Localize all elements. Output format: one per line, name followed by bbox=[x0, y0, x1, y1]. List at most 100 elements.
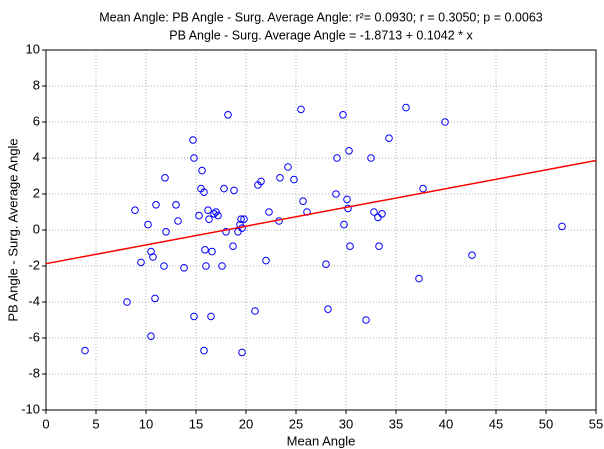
y-tick-label: 4 bbox=[33, 149, 40, 164]
point bbox=[237, 215, 245, 223]
point bbox=[220, 184, 228, 193]
point bbox=[147, 332, 155, 341]
point bbox=[370, 208, 378, 216]
point bbox=[362, 316, 370, 324]
point bbox=[345, 147, 353, 155]
point bbox=[162, 228, 170, 236]
x-tick-label: 0 bbox=[42, 416, 49, 431]
point bbox=[374, 213, 382, 222]
point bbox=[240, 215, 248, 223]
point bbox=[402, 103, 410, 112]
x-tick-label: 55 bbox=[589, 416, 603, 431]
point bbox=[297, 105, 305, 114]
point bbox=[207, 312, 215, 321]
y-axis-label: PB Angle - Surg. Average Angle bbox=[5, 138, 20, 321]
point bbox=[190, 154, 198, 162]
x-tick-label: 15 bbox=[189, 416, 203, 431]
y-tick-label: -4 bbox=[28, 293, 40, 308]
point bbox=[195, 211, 203, 220]
y-tick-label: -6 bbox=[28, 329, 40, 344]
x-tick-label: 35 bbox=[389, 416, 403, 431]
point bbox=[137, 258, 145, 267]
x-axis-label: Mean Angle bbox=[287, 433, 356, 448]
point bbox=[468, 251, 476, 259]
y-tick-label: -2 bbox=[28, 257, 40, 272]
point bbox=[200, 346, 208, 355]
point bbox=[419, 184, 427, 193]
point bbox=[339, 111, 347, 119]
point bbox=[81, 346, 89, 355]
point bbox=[230, 186, 238, 195]
plot-frame bbox=[45, 49, 597, 411]
point bbox=[441, 118, 449, 126]
x-tick-label: 20 bbox=[239, 416, 253, 431]
point bbox=[290, 175, 298, 184]
point bbox=[324, 305, 332, 314]
point bbox=[149, 253, 157, 261]
point bbox=[257, 177, 265, 186]
x-tick-label: 10 bbox=[139, 416, 153, 431]
point bbox=[180, 264, 188, 272]
point bbox=[204, 206, 212, 214]
point bbox=[378, 210, 386, 218]
point bbox=[144, 220, 152, 229]
point bbox=[558, 222, 566, 231]
point bbox=[238, 348, 246, 357]
y-tick-label: -8 bbox=[28, 365, 40, 380]
point bbox=[415, 274, 423, 283]
point bbox=[234, 228, 242, 236]
point bbox=[322, 260, 330, 269]
y-tick-label: 0 bbox=[33, 221, 40, 236]
point bbox=[343, 195, 351, 204]
point bbox=[160, 262, 168, 270]
point bbox=[367, 154, 375, 162]
point bbox=[174, 217, 182, 225]
point bbox=[131, 206, 139, 214]
point bbox=[210, 210, 218, 218]
point bbox=[332, 190, 340, 198]
point bbox=[190, 312, 198, 321]
y-tick-label: 8 bbox=[33, 77, 40, 92]
chart-title: Mean Angle: PB Angle - Surg. Average Ang… bbox=[99, 10, 543, 24]
point bbox=[284, 163, 292, 171]
point bbox=[202, 262, 210, 270]
point bbox=[161, 174, 169, 182]
point bbox=[251, 307, 259, 315]
point bbox=[147, 247, 155, 256]
x-tick-label: 40 bbox=[439, 416, 453, 431]
point bbox=[201, 246, 209, 254]
point bbox=[200, 188, 208, 196]
point bbox=[224, 111, 232, 119]
point bbox=[205, 215, 213, 223]
y-tick-label: 10 bbox=[26, 41, 40, 56]
point bbox=[189, 136, 197, 144]
x-tick-label: 25 bbox=[289, 416, 303, 431]
y-tick-label: 6 bbox=[33, 113, 40, 128]
x-tick-label: 45 bbox=[489, 416, 503, 431]
regression-line bbox=[45, 159, 597, 265]
point bbox=[172, 201, 180, 209]
x-tick-label: 5 bbox=[92, 416, 99, 431]
point bbox=[222, 228, 230, 236]
chart-subtitle: PB Angle - Surg. Average Angle = -1.8713… bbox=[169, 28, 473, 42]
point bbox=[262, 256, 270, 265]
point bbox=[212, 208, 220, 216]
y-tick-label: -10 bbox=[21, 401, 40, 416]
point bbox=[375, 242, 383, 250]
point bbox=[276, 174, 284, 182]
point bbox=[299, 197, 307, 205]
point bbox=[333, 154, 341, 162]
point bbox=[229, 242, 237, 250]
x-tick-label: 50 bbox=[539, 416, 553, 431]
point bbox=[385, 134, 393, 142]
point bbox=[208, 247, 216, 256]
point bbox=[123, 298, 131, 306]
point bbox=[340, 220, 348, 229]
point bbox=[214, 211, 222, 220]
point bbox=[346, 242, 354, 250]
point bbox=[151, 294, 159, 303]
point bbox=[218, 262, 226, 270]
point bbox=[198, 166, 206, 175]
point bbox=[152, 201, 160, 209]
